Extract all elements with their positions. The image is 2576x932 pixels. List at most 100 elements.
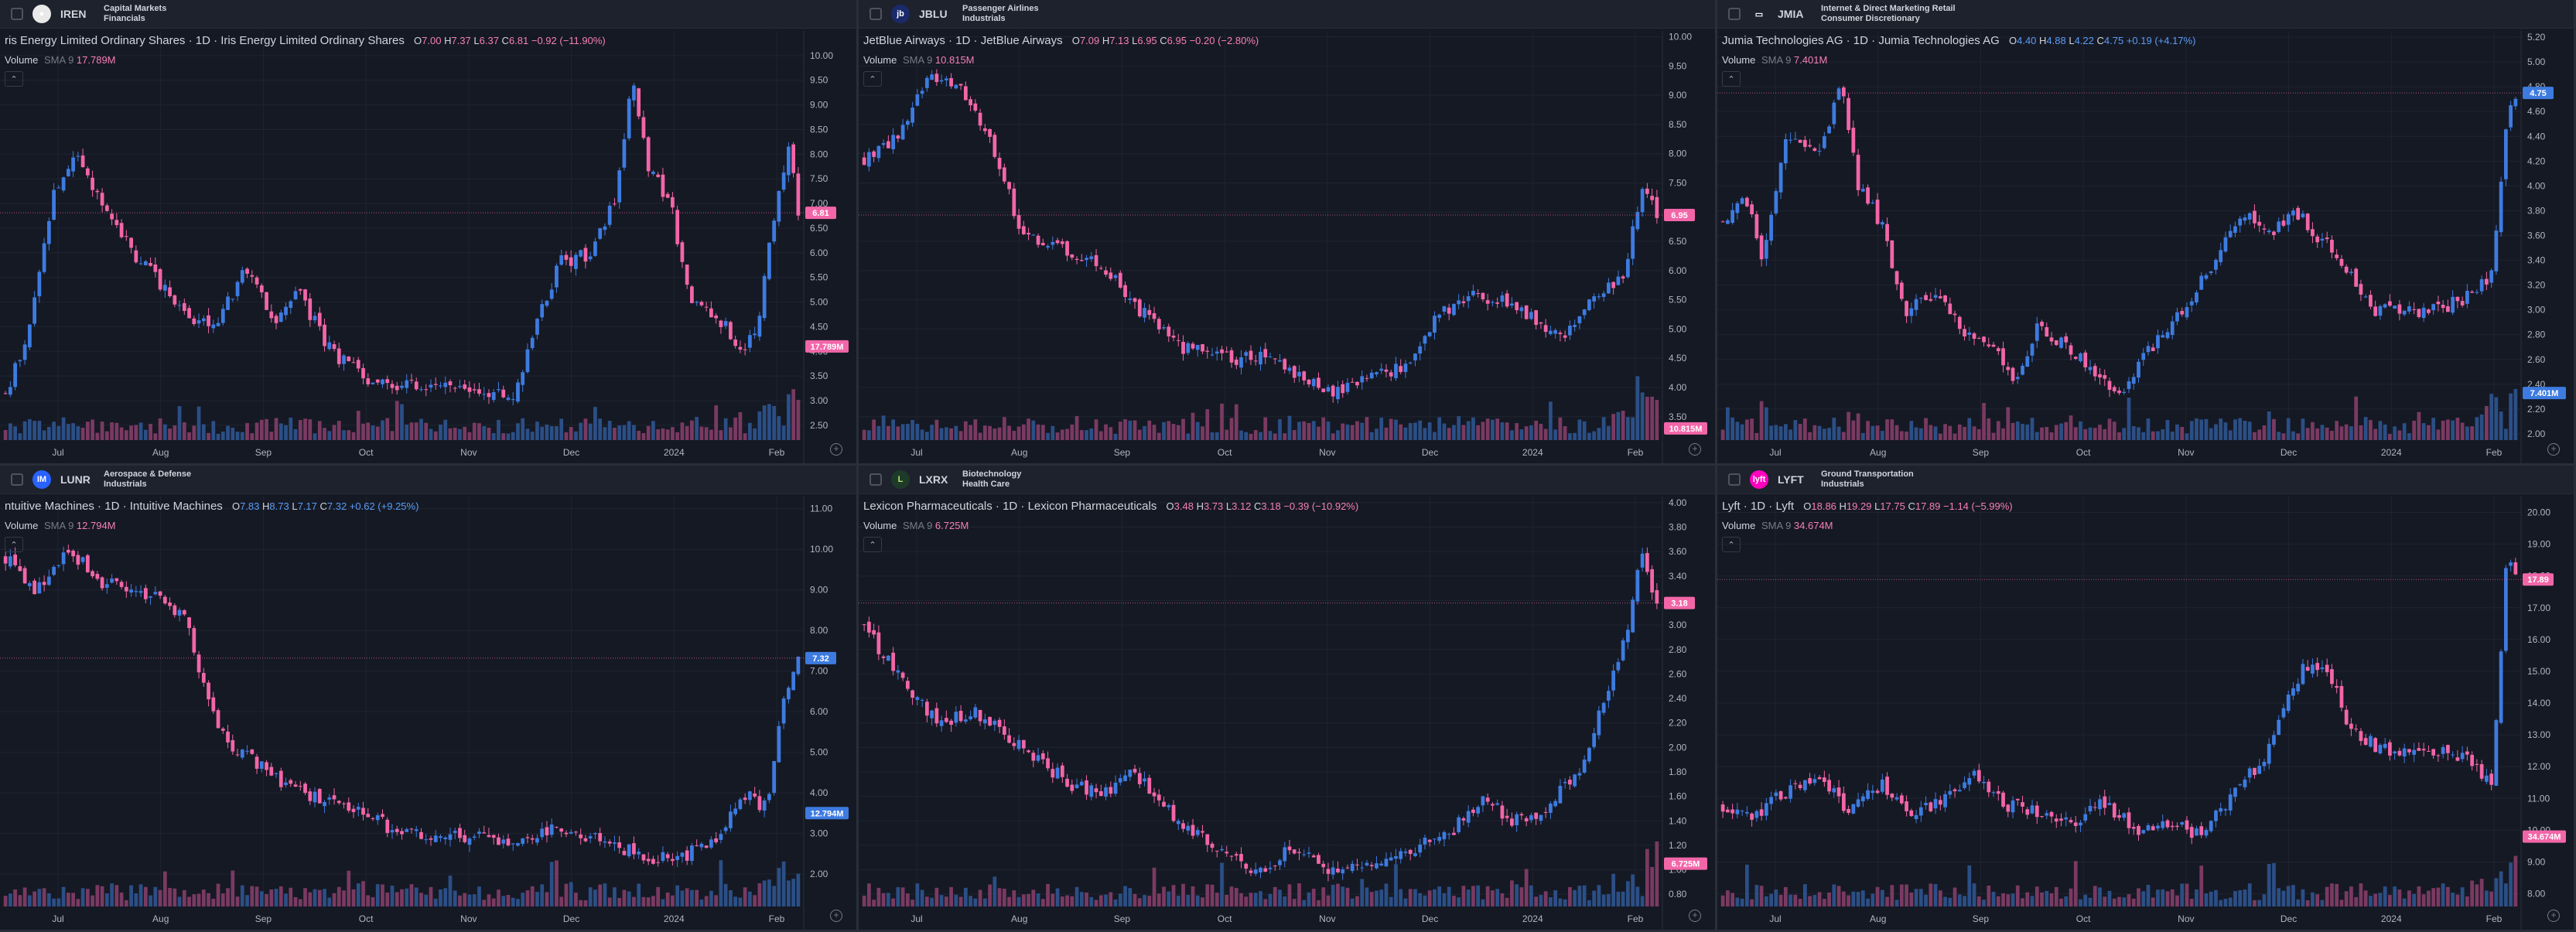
candle-body (2107, 381, 2112, 390)
candle-body (1481, 292, 1485, 299)
volume-tag (2523, 387, 2566, 400)
volume-bar (467, 432, 472, 440)
volume-bar (2199, 419, 2204, 440)
collapse-chevron-icon[interactable]: ⌃ (863, 71, 882, 87)
add-plus-icon[interactable]: + (830, 443, 842, 456)
select-checkbox[interactable] (869, 8, 882, 20)
candle-body (1856, 155, 1860, 190)
symbol-ticker[interactable]: JMIA (1778, 8, 1804, 20)
x-tick-label: Aug (1011, 447, 1027, 458)
symbol-ticker[interactable]: LXRX (919, 473, 948, 486)
volume-bar (1851, 420, 1856, 440)
candle-body (32, 580, 36, 595)
candlestick-chart[interactable]: 4.003.803.603.403.203.002.802.602.402.20… (859, 466, 1715, 930)
candle-body (32, 297, 36, 324)
volume-bar (1461, 886, 1466, 906)
candle-body (265, 292, 268, 310)
candle-body (231, 740, 235, 752)
candle-body (211, 697, 216, 712)
volume-bar (1427, 422, 1432, 440)
candlestick-chart[interactable]: 5.205.004.804.604.404.204.003.803.603.40… (1717, 0, 2574, 463)
candle-body (80, 155, 85, 168)
candlestick-chart[interactable]: 10.009.509.008.508.007.507.006.506.005.5… (0, 0, 856, 463)
candlestick-chart[interactable]: 20.0019.0018.0017.0016.0015.0014.0013.00… (1717, 466, 2574, 930)
candle-body (201, 673, 206, 683)
select-checkbox[interactable] (1728, 473, 1741, 486)
candle-body (2296, 207, 2301, 220)
candle-body (2513, 562, 2518, 575)
candle-body (22, 568, 27, 584)
collapse-chevron-icon[interactable]: ⌃ (1722, 71, 1741, 87)
collapse-chevron-icon[interactable]: ⌃ (863, 537, 882, 552)
select-checkbox[interactable] (11, 473, 23, 486)
candle-body (1423, 838, 1427, 845)
collapse-chevron-icon[interactable]: ⌃ (5, 71, 23, 87)
candle-body (1802, 139, 1807, 148)
volume-bar (1524, 426, 1529, 440)
candle-body (2199, 275, 2204, 290)
volume-bar (2064, 896, 2069, 906)
chart-pane[interactable]: lyft LYFT Ground Transportation Industri… (1717, 466, 2576, 932)
volume-bar (910, 419, 914, 440)
candle-body (2257, 766, 2262, 774)
volume-bar (1481, 899, 1485, 906)
volume-bar (1152, 867, 1156, 906)
volume-bar (2165, 419, 2170, 440)
volume-bar (1418, 420, 1423, 440)
volume-bar (2088, 427, 2093, 440)
chart-pane[interactable]: IM LUNR Aerospace & Defense Industrials … (0, 466, 859, 932)
collapse-chevron-icon[interactable]: ⌃ (5, 537, 23, 552)
x-tick-label: Dec (563, 447, 579, 458)
select-checkbox[interactable] (11, 8, 23, 20)
select-checkbox[interactable] (1728, 8, 1741, 20)
collapse-chevron-icon[interactable]: ⌃ (1722, 537, 1741, 552)
candle-body (2349, 271, 2353, 273)
chart-pane[interactable]: jb JBLU Passenger Airlines Industrials 1… (859, 0, 1717, 466)
volume-bar (2383, 886, 2387, 906)
candle-body (2320, 667, 2325, 670)
volume-bar (2098, 425, 2102, 440)
candle-body (1769, 797, 1773, 804)
symbol-ticker[interactable]: LUNR (60, 473, 91, 486)
volume-bar (255, 422, 259, 440)
candlestick-chart[interactable]: 10.009.509.008.508.007.507.006.506.005.5… (859, 0, 1715, 463)
candle-body (944, 718, 948, 722)
volume-bar (2204, 418, 2209, 440)
volume-bar (1938, 890, 1942, 906)
volume-bar (699, 900, 704, 906)
candle-body (66, 549, 70, 553)
volume-bar (661, 428, 665, 440)
candlestick-chart[interactable]: 11.0010.009.008.007.006.005.004.003.002.… (0, 466, 856, 930)
volume-bar (593, 407, 597, 440)
volume-bar (1263, 899, 1268, 906)
volume-bar (2045, 890, 2049, 906)
chart-pane[interactable]: ▭ JMIA Internet & Direct Marketing Retai… (1717, 0, 2576, 466)
candle-body (1529, 814, 1533, 821)
close-value: 7.32 (326, 500, 350, 512)
volume-bar (2195, 418, 2198, 440)
volume-bar (613, 887, 617, 906)
add-plus-icon[interactable]: + (2547, 910, 2560, 922)
symbol-ticker[interactable]: IREN (60, 8, 87, 20)
candle-body (1123, 775, 1127, 781)
symbol-ticker[interactable]: LYFT (1778, 473, 1804, 486)
candle-body (1645, 188, 1649, 194)
chart-pane[interactable]: L LXRX Biotechnology Health Care 4.00 3.8… (859, 466, 1717, 932)
select-checkbox[interactable] (869, 473, 882, 486)
add-plus-icon[interactable]: + (1689, 910, 1701, 922)
candle-body (2223, 237, 2228, 252)
volume-bar (1759, 401, 1764, 440)
add-plus-icon[interactable]: + (2547, 443, 2560, 456)
candle-body (2185, 307, 2189, 318)
add-plus-icon[interactable]: + (1689, 443, 1701, 456)
volume-bar (381, 420, 384, 440)
add-plus-icon[interactable]: + (830, 910, 842, 922)
chart-pane[interactable]: ● IREN Capital Markets Financials 10.00 9… (0, 0, 859, 466)
candle-body (104, 205, 109, 211)
symbol-ticker[interactable]: JBLU (919, 8, 948, 20)
volume-bar (1510, 430, 1514, 440)
candle-body (1481, 796, 1485, 806)
candle-body (1195, 344, 1200, 350)
change-value: −1.14 (−5.99%) (1943, 500, 2013, 512)
candle-body (1065, 241, 1069, 256)
